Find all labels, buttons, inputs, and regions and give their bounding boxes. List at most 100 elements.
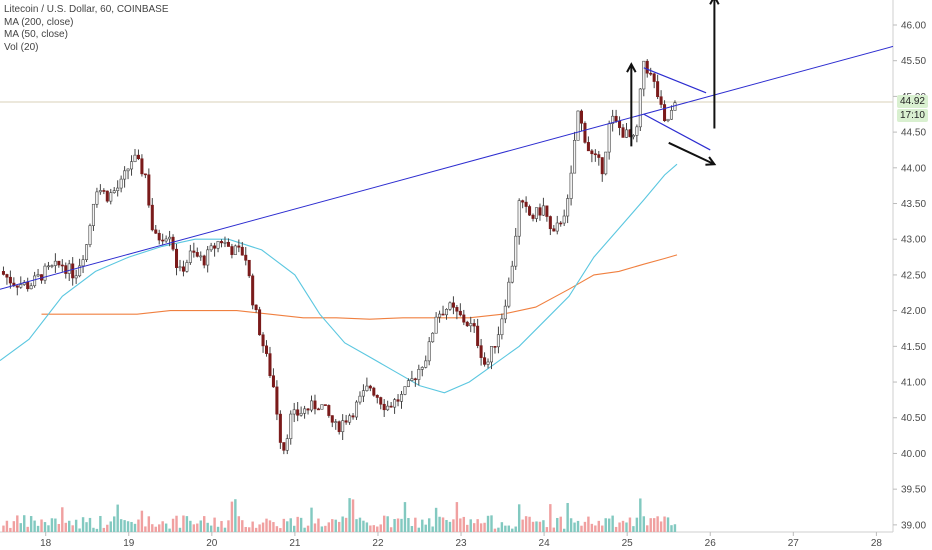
candle-body	[292, 409, 296, 415]
candle-body	[244, 254, 248, 261]
candle-body	[424, 360, 428, 368]
candle-body	[624, 129, 628, 138]
volume-bar	[652, 518, 656, 532]
volume-bar	[455, 502, 459, 532]
volume-bar	[268, 520, 272, 532]
volume-bar	[40, 519, 43, 532]
falling-channel-upper[interactable]	[643, 67, 707, 94]
candle-body	[386, 405, 390, 411]
candle-body	[354, 401, 359, 418]
candle-body	[74, 275, 78, 279]
volume-bar	[247, 527, 251, 532]
volume-legend-label[interactable]: Vol (20)	[4, 41, 39, 53]
candle-body	[237, 245, 241, 248]
symbol-title[interactable]: Litecoin / U.S. Dollar, 60, COINBASE	[4, 4, 169, 15]
volume-bar	[209, 525, 213, 532]
candle-body	[303, 408, 307, 414]
candle-body	[60, 264, 64, 267]
candle-body	[500, 318, 504, 336]
volume-bar	[673, 524, 677, 532]
volume-bar	[421, 519, 424, 532]
countdown-tag: 17:10	[896, 109, 928, 122]
candle-body	[199, 255, 203, 258]
ma200-legend-label[interactable]: MA (200, close)	[4, 16, 74, 28]
volume-bar	[223, 527, 227, 532]
trend-line[interactable]	[0, 45, 894, 290]
candle-body	[444, 308, 449, 316]
volume-bar	[74, 519, 78, 532]
volume-bar	[552, 527, 556, 532]
candle-body	[458, 310, 462, 316]
volume-bar	[337, 521, 341, 532]
candle-body	[102, 190, 106, 192]
volume-bar	[116, 504, 119, 532]
ma50-legend-label[interactable]: MA (50, close)	[4, 29, 68, 40]
candle-body	[420, 367, 424, 370]
candle-body	[188, 250, 192, 263]
candle-body	[285, 438, 289, 451]
volume-bar	[355, 519, 358, 532]
volume-bar	[514, 526, 517, 532]
candle-body	[154, 229, 158, 234]
falling-channel-lower[interactable]	[643, 113, 711, 151]
volume-bar	[133, 523, 137, 532]
y-tick-label: 39.50	[901, 485, 926, 496]
volume-bar	[632, 526, 635, 532]
ma200-line	[41, 254, 678, 320]
volume-bar	[639, 498, 642, 532]
candle-body	[46, 265, 50, 268]
candle-body	[164, 238, 168, 242]
candle-body	[50, 265, 54, 267]
candles	[1, 59, 677, 455]
candle-body	[576, 110, 580, 141]
candle-body	[112, 190, 116, 194]
candle-body	[663, 104, 667, 122]
candle-body	[638, 88, 642, 128]
candle-body	[5, 274, 9, 278]
candle-body	[327, 405, 331, 416]
chart-legend: Litecoin / U.S. Dollar, 60, COINBASE MA …	[4, 4, 169, 54]
volume-bar	[92, 527, 95, 532]
candle-body	[417, 369, 421, 380]
arrow-down-right[interactable]	[668, 141, 715, 166]
y-tick-label: 42.50	[901, 270, 926, 281]
drawing-annotations[interactable]	[626, 0, 720, 166]
y-tick-label: 41.50	[901, 342, 926, 353]
candle-body	[161, 239, 165, 242]
volume-bar	[282, 518, 286, 532]
candle-body	[393, 399, 397, 408]
volume-bar	[241, 520, 244, 532]
y-tick-label: 39.00	[901, 520, 926, 531]
candle-body	[361, 390, 365, 397]
candle-body	[195, 252, 199, 257]
volume-bar	[144, 526, 147, 532]
time-axis[interactable]: 18 19 20 21 22 23 24 25 26 27 28	[40, 532, 882, 549]
candle-body	[521, 200, 525, 203]
volume-bar	[61, 507, 64, 532]
volume-bar	[164, 523, 168, 532]
candle-body	[611, 115, 615, 124]
volume-bar	[213, 517, 216, 532]
volume-bar	[476, 519, 479, 532]
candle-body	[579, 110, 583, 124]
candle-body	[57, 260, 61, 266]
ascending-trend-line[interactable]	[0, 45, 894, 290]
candle-body	[323, 404, 327, 406]
volume-bar	[272, 522, 275, 532]
volume-bar	[417, 527, 421, 532]
candle-body	[209, 245, 213, 251]
volume-bar	[348, 498, 351, 532]
volume-bar	[47, 525, 50, 532]
candle-body	[399, 394, 404, 402]
volume-bar	[71, 525, 74, 532]
volume-bar	[466, 524, 469, 532]
candle-body	[510, 265, 514, 283]
candle-body	[15, 285, 19, 288]
volume-bar	[331, 519, 334, 532]
candle-body	[67, 263, 71, 274]
candle-body	[278, 413, 282, 443]
candle-body	[351, 415, 355, 418]
candle-body	[181, 266, 185, 272]
volume-bar	[382, 515, 386, 532]
